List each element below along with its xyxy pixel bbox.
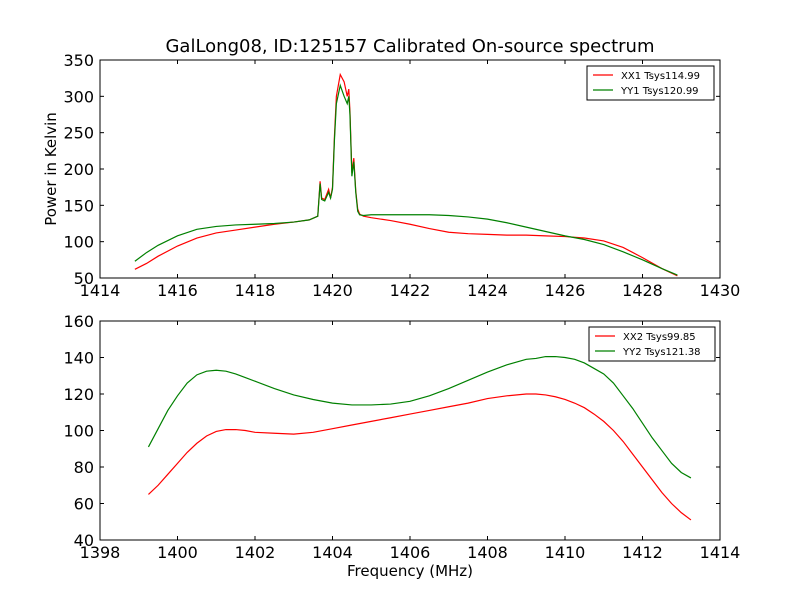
y-tick-label: 140 [63,349,94,368]
x-tick-label: 1424 [467,281,508,300]
y-tick-label: 300 [63,87,94,106]
x-tick-label: 1414 [700,543,741,562]
x-tick-label: 1412 [622,543,663,562]
x-tick-label: 1430 [700,281,741,300]
legend-entry-label: XX2 Tsys99.85 [623,332,696,343]
x-tick-label: 1422 [390,281,431,300]
y-tick-label: 200 [63,160,94,179]
x-tick-label: 1402 [235,543,276,562]
x-tick-label: 1406 [390,543,431,562]
y-tick-label: 120 [63,385,94,404]
x-tick-label: 1426 [545,281,586,300]
y-tick-label: 80 [74,458,94,477]
legend: XX2 Tsys99.85 YY2 Tsys121.38 [588,326,716,362]
series-line-1-2 [134,83,678,276]
y-tick-label: 100 [63,233,94,252]
y-tick-label: 160 [63,312,94,331]
y-axis-label: Power in Kelvin [42,112,60,226]
x-tick-label: 1404 [312,543,353,562]
x-tick-label: 1410 [545,543,586,562]
x-tick-label: 1418 [235,281,276,300]
y-tick-label: 50 [74,269,94,288]
chart-panel-2: 1398 1400 1402 1404 1406 1408 1410 1412 1414 40 60… [63,312,740,580]
x-tick-label: 1416 [157,281,198,300]
series-line-2-1 [148,393,692,521]
x-tick-label: 1414 [80,281,121,300]
legend-box [588,326,716,362]
legend: XX1 Tsys114.99 YY1 Tsys120.99 [586,65,715,101]
x-tick-label: 1400 [157,543,198,562]
chart-panel-1: 1414 1416 1418 1420 1422 1424 1426 1428 1430 50 10… [42,51,740,300]
x-tick-label: 1428 [622,281,663,300]
legend-entry-label: YY2 Tsys121.38 [622,347,701,358]
x-axis-label: Frequency (MHz) [347,562,473,580]
y-tick-label: 100 [63,422,94,441]
legend-entry-label: YY1 Tsys120.99 [620,86,699,97]
legend-box [586,65,715,101]
x-tick-label: 1408 [467,543,508,562]
chart-title: GalLong08, ID:125157 Calibrated On-sourc… [165,36,654,57]
y-tick-label: 40 [74,531,94,550]
y-tick-label: 250 [63,124,94,143]
legend-entry-label: XX1 Tsys114.99 [621,71,700,82]
y-tick-label: 350 [63,51,94,70]
y-tick-label: 150 [63,196,94,215]
y-tick-label: 60 [74,495,94,514]
series-line-2-2 [147,355,692,479]
x-tick-label: 1420 [312,281,353,300]
x-tick-label: 1398 [80,543,121,562]
